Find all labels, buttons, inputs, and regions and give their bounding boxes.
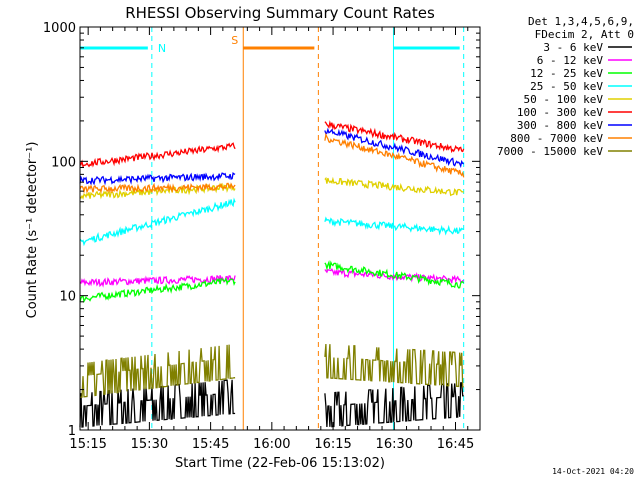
series-line-8	[324, 132, 465, 178]
x-tick-label: 15:45	[192, 437, 229, 452]
legend-label-8: 800 - 7000 keV	[510, 132, 603, 145]
chart-title: RHESSI Observing Summary Count Rates	[125, 4, 435, 22]
legend-header-line-2: FDecim 2, Att 0	[535, 28, 634, 41]
legend: Det 1,3,4,5,6,9, FDecim 2, Att 0 3 - 6 k…	[497, 15, 634, 158]
series-line-1	[324, 382, 464, 428]
legend-label-1: 3 - 6 keV	[543, 41, 603, 54]
plot-frame	[79, 26, 481, 431]
x-tick-label: 16:15	[314, 437, 351, 452]
flag-label: N	[158, 42, 166, 55]
y-tick-label: 100	[51, 155, 76, 170]
flag-label: S	[231, 34, 238, 47]
ticks-layer: 15:15 15:30 15:45 16:00 16:15 16:30 16:45 1 10 10…	[43, 21, 480, 452]
x-tick-label: 16:00	[253, 437, 290, 452]
series-line-2	[79, 274, 236, 288]
legend-label-6: 100 - 300 keV	[517, 106, 603, 119]
x-tick-label: 16:30	[376, 437, 413, 452]
series-line-3	[79, 276, 236, 304]
y-tick-label: 1000	[43, 21, 76, 36]
series-line-6	[324, 120, 465, 154]
series-line-4	[79, 197, 236, 247]
x-tick-label: 15:30	[131, 437, 168, 452]
legend-header-line-1: Det 1,3,4,5,6,9,	[528, 15, 634, 28]
series-line-2	[324, 267, 464, 285]
series-line-3	[324, 260, 465, 289]
series-line-6	[79, 142, 236, 168]
legend-label-9: 7000 - 15000 keV	[497, 145, 603, 158]
x-tick-label: 16:45	[437, 437, 474, 452]
series-line-7	[79, 172, 236, 186]
series-line-9	[324, 343, 464, 388]
y-tick-label: 1	[68, 424, 76, 439]
series-line-4	[324, 216, 464, 236]
legend-label-7: 300 - 800 keV	[517, 119, 603, 132]
series-line-1	[79, 379, 236, 428]
footer-timestamp: 14-Oct-2021 04:20	[552, 467, 634, 476]
y-tick-label: 10	[59, 290, 76, 305]
series-line-7	[324, 127, 464, 169]
series-line-9	[79, 344, 236, 399]
y-axis-label: Count Rate (s⁻¹ detector⁻¹)	[25, 142, 40, 319]
legend-label-3: 12 - 25 keV	[530, 67, 603, 80]
x-tick-label: 15:15	[69, 437, 106, 452]
series-line-8	[79, 182, 236, 194]
legend-label-5: 50 - 100 keV	[524, 93, 604, 106]
series-line-5	[324, 176, 464, 197]
legend-label-2: 6 - 12 keV	[537, 54, 604, 67]
legend-label-4: 25 - 50 keV	[530, 80, 603, 93]
series-layer	[79, 120, 465, 428]
x-axis-label: Start Time (22-Feb-06 15:13:02)	[175, 456, 385, 471]
